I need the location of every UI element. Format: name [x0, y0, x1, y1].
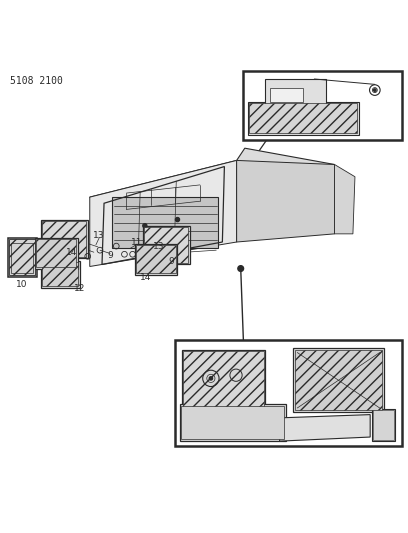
Polygon shape	[90, 160, 237, 266]
Text: 11: 11	[131, 238, 142, 247]
Polygon shape	[335, 165, 355, 234]
Text: 10: 10	[16, 280, 28, 289]
Bar	[11, 243, 33, 273]
Bar	[143, 225, 190, 264]
Bar	[243, 71, 402, 140]
Text: 14: 14	[66, 248, 77, 257]
Polygon shape	[279, 415, 370, 441]
Text: 5: 5	[212, 348, 218, 357]
Text: 14: 14	[140, 273, 152, 282]
Bar	[112, 197, 218, 248]
Bar	[41, 220, 88, 259]
Text: 12: 12	[74, 284, 85, 293]
Bar	[183, 351, 264, 412]
Text: 9: 9	[107, 252, 113, 261]
Bar	[248, 102, 359, 135]
Text: 2: 2	[381, 85, 387, 94]
Circle shape	[175, 217, 180, 222]
Bar	[144, 227, 188, 263]
Bar	[293, 349, 384, 412]
Polygon shape	[90, 148, 335, 201]
Text: 13: 13	[153, 243, 165, 252]
Text: 7: 7	[336, 348, 341, 357]
Bar	[270, 87, 304, 102]
Polygon shape	[237, 160, 335, 242]
Bar	[41, 261, 80, 288]
Text: 8: 8	[390, 397, 396, 406]
Bar	[36, 239, 76, 268]
Bar	[42, 262, 78, 287]
Circle shape	[238, 265, 244, 271]
Bar	[9, 239, 35, 276]
Text: 5108 2100: 5108 2100	[10, 76, 63, 86]
Bar	[249, 103, 357, 133]
Text: 6: 6	[313, 426, 319, 435]
Bar	[373, 409, 395, 441]
Circle shape	[209, 377, 213, 380]
Bar	[175, 340, 402, 446]
Bar	[265, 79, 326, 106]
Circle shape	[374, 89, 376, 91]
Bar	[181, 406, 284, 440]
Text: 1: 1	[246, 72, 252, 80]
Bar	[180, 404, 286, 441]
Bar	[42, 221, 86, 257]
Circle shape	[143, 224, 147, 228]
Text: 9: 9	[169, 257, 174, 266]
Bar	[182, 350, 265, 414]
Bar	[295, 350, 382, 410]
Text: 13: 13	[93, 231, 105, 240]
Text: 4: 4	[187, 425, 193, 434]
Bar	[35, 238, 78, 269]
Text: 3: 3	[379, 94, 385, 103]
Bar	[135, 244, 177, 274]
Bar	[373, 410, 394, 440]
Bar	[136, 245, 176, 273]
Bar	[8, 238, 37, 277]
